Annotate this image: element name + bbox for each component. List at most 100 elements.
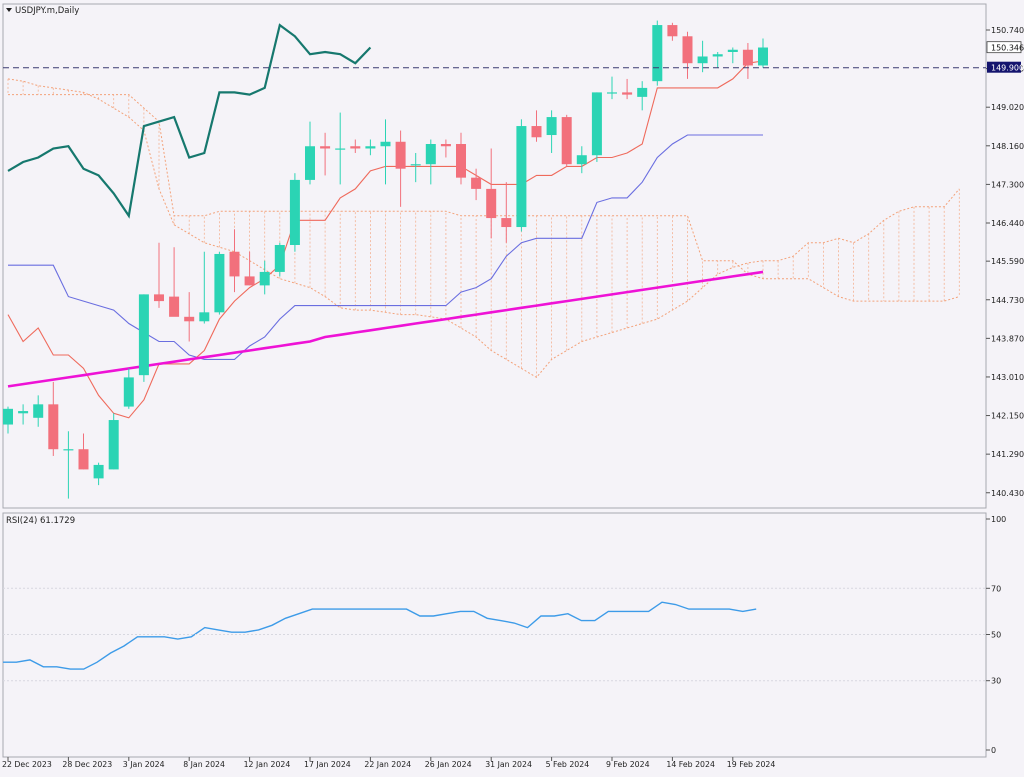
candle (531, 110, 542, 142)
candle (516, 119, 527, 232)
rsi-pane-frame (2, 512, 987, 758)
candle-body (425, 144, 436, 165)
date-tick-label: 19 Feb 2024 (727, 760, 776, 769)
candle-body (758, 47, 768, 66)
candle (48, 381, 59, 456)
candle (108, 413, 119, 470)
rsi-title: RSI(24) 61.1729 (6, 516, 75, 526)
candle (682, 31, 693, 79)
candle (440, 139, 451, 158)
candle (425, 139, 436, 185)
price-tick-label: 145.590 (991, 257, 1024, 266)
date-tick-label: 14 Feb 2024 (666, 760, 715, 769)
date-tick-label: 8 Jan 2024 (183, 760, 225, 769)
price-tick-label: 146.440 (991, 219, 1024, 228)
date-tick-label: 12 Jan 2024 (244, 760, 291, 769)
candle (320, 132, 331, 176)
candle (169, 247, 180, 317)
price-tick-label: 149.020 (991, 103, 1024, 112)
candle (63, 431, 74, 499)
candle (350, 139, 361, 153)
rsi-tick-label: 70 (991, 584, 1001, 593)
candle (380, 119, 391, 185)
candle-body (93, 464, 104, 479)
current-price-box (986, 41, 1022, 54)
moving-average-line (7, 270, 764, 388)
candle (546, 110, 557, 153)
candle (486, 148, 497, 239)
kijun-sen-line (8, 134, 763, 360)
candle-body (33, 404, 44, 418)
chikou-span-line (7, 23, 372, 219)
price-tick-label: 147.300 (991, 180, 1024, 189)
price-tick-label: 143.010 (991, 373, 1024, 382)
date-tick-label: 31 Jan 2024 (485, 760, 532, 769)
candle (154, 242, 164, 308)
candle-body (697, 56, 708, 64)
price-tick-label: 143.870 (991, 334, 1024, 343)
candle-body (289, 179, 300, 245)
candle-body (244, 276, 255, 286)
candle-body (440, 144, 451, 147)
price-tick-label: 150.740 (991, 26, 1024, 35)
horizontal-line-price-label: 149.900 (991, 64, 1024, 73)
date-tick-label: 22 Jan 2024 (364, 760, 411, 769)
candle-body (63, 449, 74, 451)
chart-title: USDJPY.m,Daily (15, 6, 79, 16)
candle-body (138, 294, 149, 376)
candle-body (3, 408, 13, 425)
candle-body (199, 312, 210, 322)
candle-body (607, 92, 617, 94)
candle-body (622, 92, 633, 95)
candle (335, 112, 346, 185)
candle (199, 251, 210, 324)
candle (727, 47, 738, 64)
candle-body (531, 126, 542, 138)
candle (742, 43, 753, 79)
main-pane-frame (2, 3, 987, 509)
candle-body (712, 54, 723, 57)
rsi-line (3, 601, 757, 670)
date-tick-label: 28 Dec 2023 (62, 760, 112, 769)
candle (289, 173, 300, 252)
candle-body (682, 36, 693, 64)
candle (501, 182, 512, 243)
candle-body (78, 449, 89, 470)
candle-body (637, 87, 648, 97)
date-tick-label: 9 Feb 2024 (606, 760, 650, 769)
candle-body (380, 141, 391, 147)
candle (758, 38, 768, 68)
date-tick-label: 5 Feb 2024 (546, 760, 590, 769)
rsi-tick-label: 100 (991, 515, 1006, 524)
date-tick-label: 17 Jan 2024 (304, 760, 351, 769)
candle (123, 368, 134, 409)
rsi-tick-label: 0 (991, 746, 996, 755)
candle-body (229, 251, 240, 277)
candle-body (320, 146, 331, 149)
candle-body (108, 420, 119, 470)
candle (3, 406, 13, 434)
candle-body (184, 316, 195, 322)
candle-body (48, 404, 59, 450)
candle-body (742, 49, 753, 66)
candle-body (591, 92, 602, 156)
candle (214, 251, 225, 315)
candle-body (456, 144, 466, 178)
candle (138, 294, 149, 382)
candle (471, 168, 482, 201)
candle (274, 242, 285, 277)
candle-body (395, 141, 406, 169)
candle (576, 146, 587, 174)
candle-body (335, 148, 346, 150)
dropdown-triangle-icon (6, 8, 12, 12)
candle-body (486, 188, 497, 219)
senkou-span-b-line (8, 94, 960, 302)
rsi-tick-label: 30 (991, 677, 1001, 686)
date-tick-label: 22 Dec 2023 (2, 760, 52, 769)
candle-body (501, 218, 512, 228)
price-tick-label: 144.730 (991, 296, 1024, 305)
horizontal-line-price-box (987, 61, 1021, 73)
candle-body (365, 146, 376, 149)
price-tick-label: 140.430 (991, 489, 1024, 498)
